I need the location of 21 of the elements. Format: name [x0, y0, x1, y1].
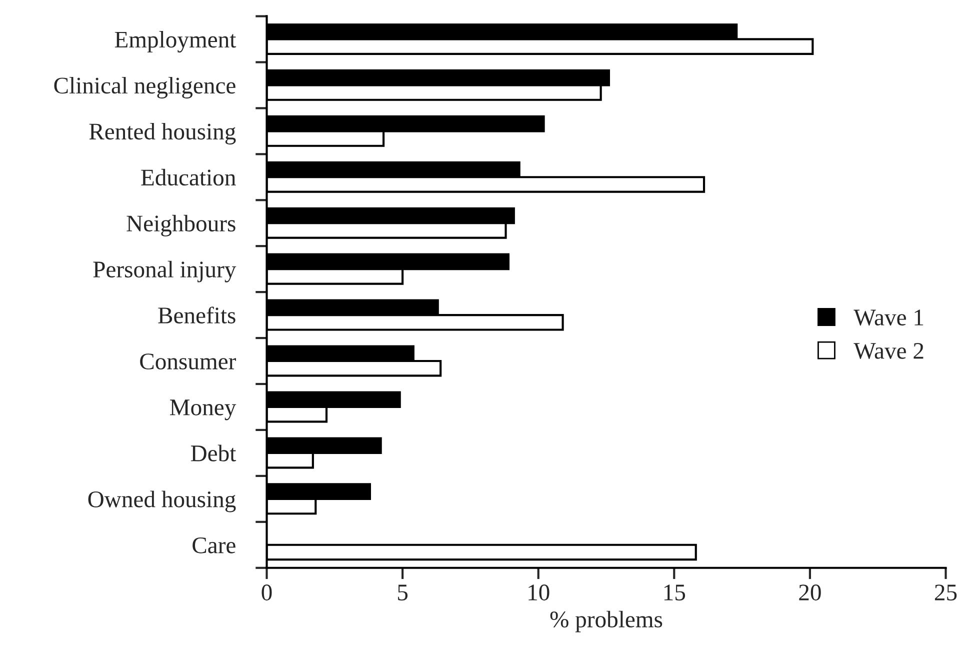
- y-tick-label: Consumer: [140, 354, 236, 370]
- x-tick-label: 25: [934, 584, 957, 600]
- y-tick-label: Personal injury: [93, 260, 236, 282]
- legend-label: Wave 2: [854, 342, 924, 359]
- y-tick-label: Employment: [114, 31, 236, 52]
- x-tick-label: 10: [528, 584, 550, 600]
- y-tick-label: Clinical negligence: [54, 76, 236, 98]
- y-tick-label: Money: [170, 400, 236, 420]
- y-tick-label: Neighbours: [126, 214, 236, 236]
- legend-label: Wave 1: [854, 310, 924, 326]
- y-tick-label: Benefits: [158, 306, 236, 324]
- y-tick-label: Care: [192, 537, 236, 554]
- y-tick-label: Owned housing: [88, 490, 236, 512]
- x-axis-title: % problems: [550, 610, 662, 632]
- x-tick-label: 15: [664, 584, 686, 600]
- y-tick-label: Education: [141, 168, 236, 186]
- y-tick-label: Debt: [190, 444, 236, 462]
- x-tick-label: 20: [799, 584, 821, 600]
- y-tick-label: Rented housing: [89, 122, 236, 144]
- x-tick-label: 5: [398, 584, 408, 600]
- x-tick-label: 0: [262, 584, 272, 600]
